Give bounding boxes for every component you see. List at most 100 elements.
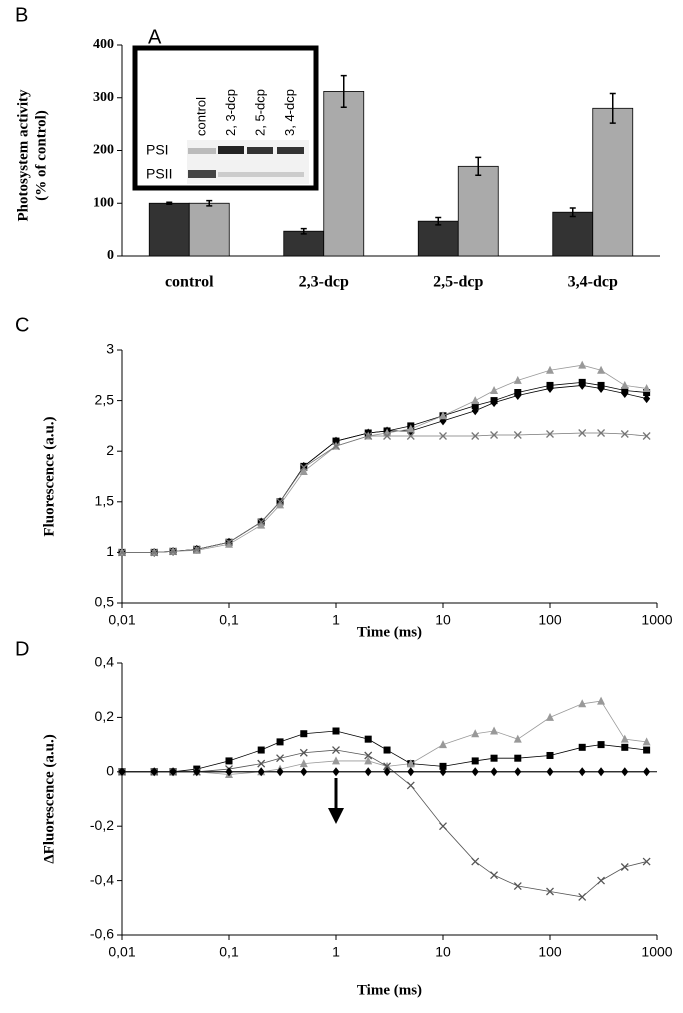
- gel-band: [247, 147, 273, 154]
- y-tick-label: -0,4: [90, 871, 114, 887]
- y-tick-label: 0,4: [95, 654, 115, 670]
- marker: [150, 767, 158, 777]
- marker: [192, 545, 201, 554]
- bar: [592, 107, 634, 257]
- error-bar: [166, 201, 173, 206]
- gel-band: [218, 172, 304, 177]
- marker: [439, 432, 447, 440]
- marker: [364, 751, 373, 760]
- marker: [406, 781, 415, 790]
- error-bar: [609, 92, 616, 124]
- x-tick-label: 10: [435, 612, 451, 628]
- marker: [225, 767, 233, 777]
- arrow-head: [328, 808, 344, 824]
- marker: [578, 699, 587, 708]
- marker: [193, 767, 201, 777]
- x-tick-label: 1000: [641, 944, 672, 960]
- x-tick-label: 100: [538, 612, 562, 628]
- x-tick-label: 0,01: [108, 944, 135, 960]
- marker: [332, 727, 340, 735]
- marker: [490, 385, 499, 394]
- marker: [383, 432, 392, 440]
- lane-label: control: [193, 97, 208, 136]
- y-tick-label: 0: [107, 248, 114, 263]
- marker: [332, 436, 340, 446]
- marker: [276, 500, 285, 509]
- marker: [490, 754, 498, 762]
- marker: [471, 432, 480, 440]
- line: [122, 385, 647, 553]
- marker: [642, 737, 651, 746]
- bar: [148, 202, 190, 257]
- bar: [323, 91, 365, 257]
- x-tick-label: 0,01: [108, 612, 135, 628]
- gel-band: [188, 170, 216, 178]
- marker: [597, 741, 605, 749]
- y-tick-label: 0,5: [95, 594, 115, 610]
- x-axis-label: Time (ms): [357, 982, 422, 998]
- marker: [332, 756, 340, 765]
- bar: [457, 165, 499, 257]
- marker: [439, 411, 447, 420]
- gel-band: [277, 147, 304, 154]
- marker: [300, 730, 308, 738]
- error-bar: [569, 207, 576, 218]
- panel-label: B: [15, 4, 28, 26]
- marker: [513, 734, 522, 743]
- marker: [546, 430, 554, 438]
- x-tick-label: 1000: [641, 612, 672, 628]
- marker: [514, 754, 522, 762]
- lane-label: 2, 5-dcp: [252, 89, 267, 136]
- y-tick-label: 400: [93, 37, 114, 52]
- marker: [169, 547, 178, 556]
- series: [118, 380, 651, 557]
- x-tick-label: control: [165, 274, 214, 291]
- error-bar: [206, 199, 213, 207]
- marker: [471, 729, 480, 738]
- marker: [490, 767, 498, 777]
- marker: [471, 767, 479, 777]
- marker: [643, 746, 651, 754]
- marker: [490, 431, 499, 439]
- marker: [257, 520, 266, 529]
- y-tick-label: 300: [93, 90, 114, 105]
- marker: [332, 442, 340, 451]
- error-bar: [300, 227, 307, 235]
- marker: [406, 432, 415, 440]
- marker: [597, 767, 605, 777]
- y-tick-label: 0: [106, 763, 114, 779]
- marker: [364, 432, 373, 440]
- panel-label: C: [15, 314, 29, 336]
- x-tick-label: 0,1: [219, 612, 239, 628]
- marker: [439, 740, 447, 749]
- row-label: PSI: [146, 142, 169, 158]
- marker: [364, 735, 372, 743]
- marker: [642, 857, 651, 866]
- lane-label: 2, 3-dcp: [223, 89, 238, 136]
- marker: [546, 767, 554, 777]
- marker: [276, 754, 285, 763]
- marker: [364, 756, 373, 765]
- marker: [471, 402, 479, 410]
- marker: [332, 746, 340, 754]
- marker: [299, 466, 308, 475]
- x-tick-label: 1: [332, 612, 340, 628]
- marker: [546, 365, 554, 374]
- marker: [383, 746, 391, 754]
- marker: [597, 365, 606, 374]
- bar: [552, 211, 594, 257]
- marker: [406, 424, 415, 433]
- marker: [621, 389, 629, 399]
- marker: [621, 743, 629, 751]
- marker: [364, 767, 372, 777]
- marker: [642, 383, 651, 392]
- marker: [471, 757, 479, 765]
- x-tick-label: 2,5-dcp: [433, 274, 483, 291]
- marker: [597, 876, 606, 885]
- marker: [471, 857, 480, 866]
- y-axis-label: (% of control): [33, 110, 49, 201]
- marker: [643, 767, 651, 777]
- marker: [513, 431, 522, 439]
- gel-band: [218, 146, 244, 154]
- marker: [407, 767, 415, 777]
